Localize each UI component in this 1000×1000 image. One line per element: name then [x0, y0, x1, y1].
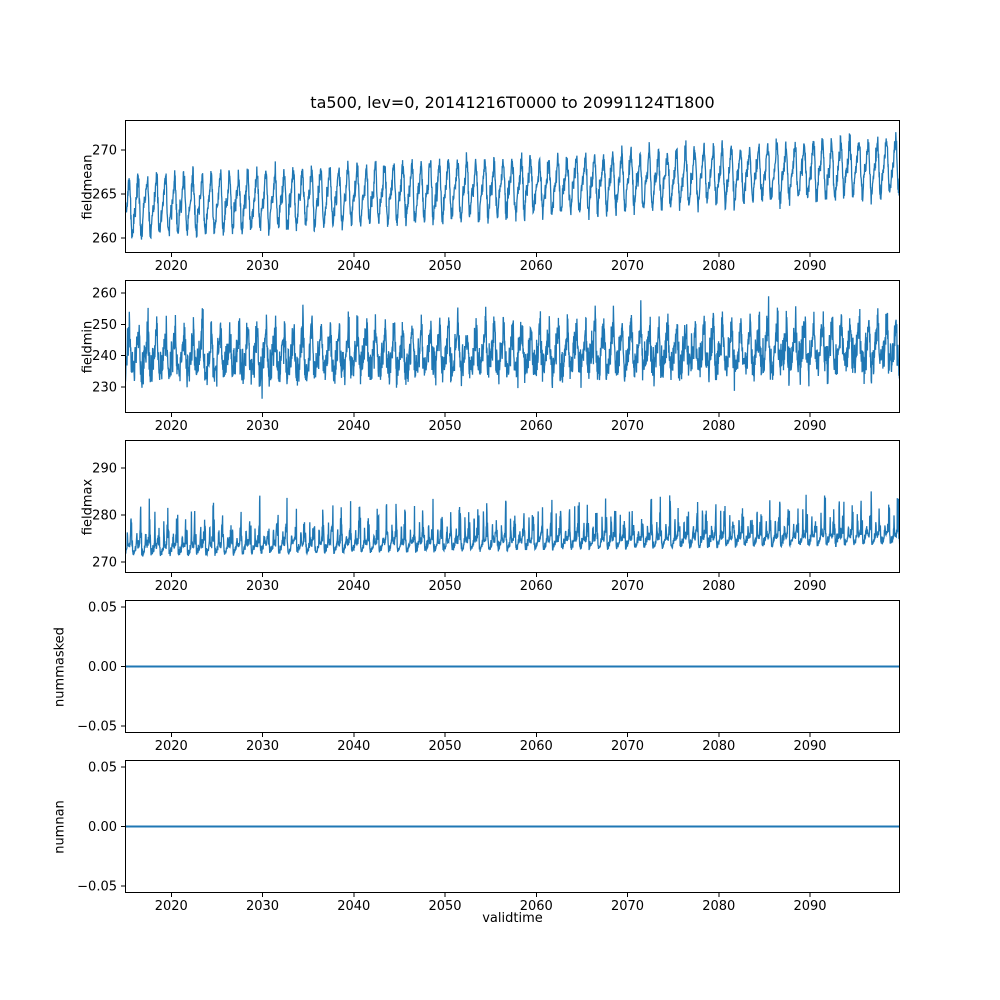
ytick-label: 260: [92, 232, 117, 247]
xtick-label: 2090: [793, 419, 826, 434]
xtick-label: 2070: [611, 899, 644, 914]
series-line-fieldmax: [125, 491, 900, 557]
xtick-label: 2070: [611, 739, 644, 754]
xtick-label: 2090: [793, 259, 826, 274]
xtick-label: 2050: [428, 899, 461, 914]
ytick-label: 265: [92, 187, 117, 202]
xtick-label: 2080: [702, 739, 735, 754]
ytick-label: 0.00: [88, 820, 117, 835]
xtick-label: 2030: [246, 899, 279, 914]
ytick-label: 270: [92, 143, 117, 158]
xtick-label: 2070: [611, 259, 644, 274]
ytick-label: 260: [92, 287, 117, 302]
xtick-label: 2030: [246, 739, 279, 754]
xtick-label: 2020: [155, 739, 188, 754]
ytick-label: −0.05: [77, 880, 117, 895]
xtick-label: 2050: [428, 419, 461, 434]
xtick-label: 2020: [155, 899, 188, 914]
series-line-fieldmean: [125, 132, 900, 240]
ytick-label: 0.05: [88, 760, 117, 775]
xtick-label: 2080: [702, 419, 735, 434]
xtick-label: 2090: [793, 579, 826, 594]
ytick-label: 240: [92, 349, 117, 364]
xtick-label: 2030: [246, 259, 279, 274]
xtick-label: 2080: [702, 579, 735, 594]
xtick-label: 2040: [337, 419, 370, 434]
ytick-label: 250: [92, 318, 117, 333]
xtick-label: 2040: [337, 259, 370, 274]
series-line-fieldmin: [125, 296, 900, 399]
chart-title: ta500, lev=0, 20141216T0000 to 20991124T…: [310, 93, 715, 112]
xtick-label: 2060: [520, 739, 553, 754]
xtick-label: 2040: [337, 899, 370, 914]
xtick-label: 2050: [428, 259, 461, 274]
xtick-label: 2090: [793, 739, 826, 754]
ytick-label: 0.00: [88, 660, 117, 675]
ytick-label: 0.05: [88, 600, 117, 615]
xtick-label: 2070: [611, 579, 644, 594]
xtick-label: 2070: [611, 419, 644, 434]
xtick-label: 2090: [793, 899, 826, 914]
ytick-label: 290: [92, 462, 117, 477]
xtick-label: 2060: [520, 419, 553, 434]
ytick-label: 280: [92, 509, 117, 524]
xtick-label: 2030: [246, 419, 279, 434]
xtick-label: 2050: [428, 579, 461, 594]
xtick-label: 2080: [702, 899, 735, 914]
xtick-label: 2060: [520, 579, 553, 594]
xlabel-validtime: validtime: [482, 911, 543, 926]
xtick-label: 2080: [702, 259, 735, 274]
xtick-label: 2030: [246, 579, 279, 594]
xtick-label: 2040: [337, 579, 370, 594]
ytick-label: 270: [92, 556, 117, 571]
ytick-label: 230: [92, 381, 117, 396]
xtick-label: 2020: [155, 579, 188, 594]
xtick-label: 2050: [428, 739, 461, 754]
xtick-label: 2060: [520, 899, 553, 914]
ytick-label: −0.05: [77, 720, 117, 735]
xtick-label: 2020: [155, 259, 188, 274]
xtick-label: 2020: [155, 419, 188, 434]
xtick-label: 2060: [520, 259, 553, 274]
xtick-label: 2040: [337, 739, 370, 754]
